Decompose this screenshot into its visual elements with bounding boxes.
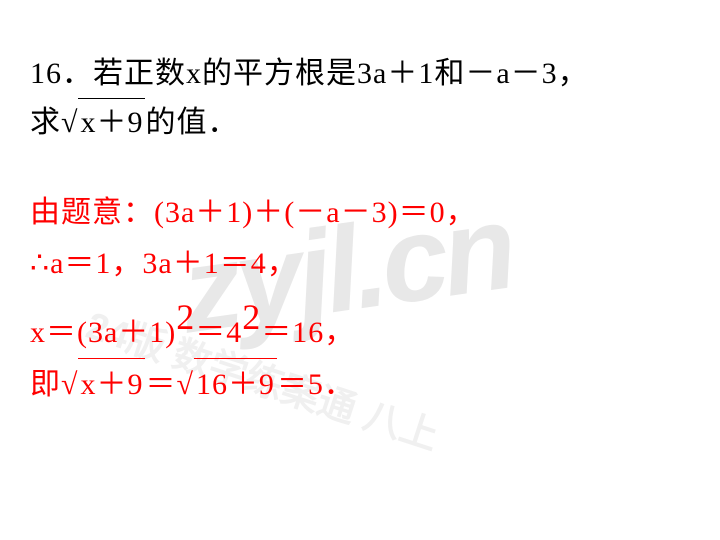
- sol-text-3b: ＝4: [195, 316, 242, 349]
- sol-text-4b: ＝: [145, 368, 176, 401]
- exponent-2: 2: [242, 287, 261, 348]
- gap: [30, 147, 720, 187]
- solution-line-1: 由题意：(3a＋1)＋(－a－3)＝0，: [30, 187, 720, 238]
- sqrt-expression-3: 16＋9: [176, 358, 276, 410]
- sqrt-body-2: x＋9: [78, 358, 145, 410]
- sol-text-2: ∴a＝1，3a＋1＝4，: [30, 247, 298, 280]
- radical-icon: [61, 106, 78, 139]
- solution-line-2: ∴a＝1，3a＋1＝4，: [30, 238, 720, 289]
- problem-text-2b: 的值．: [145, 106, 238, 139]
- problem-number: 16．: [30, 57, 93, 90]
- sol-text-4c: ＝5．: [277, 368, 355, 401]
- slide-content: 16．若正数x的平方根是3a＋1和－a－3， 求x＋9的值． 由题意：(3a＋1…: [30, 50, 720, 410]
- problem-line-2: 求 x＋9的值．: [30, 98, 720, 147]
- radical-icon: [176, 368, 193, 401]
- sqrt-body-3: 16＋9: [194, 358, 277, 410]
- problem-text-1: 若正数x的平方根是3a＋1和－a－3，: [93, 57, 589, 90]
- problem-line-1: 16．若正数x的平方根是3a＋1和－a－3，: [30, 50, 720, 98]
- sol-text-4a: 即: [30, 368, 61, 401]
- solution-line-4: 即 x＋9＝ 16＋9＝5．: [30, 358, 720, 410]
- solution-line-3: x＝(3a＋1)2＝42＝16，: [30, 289, 720, 358]
- radical-icon: [61, 368, 78, 401]
- sqrt-expression-2: x＋9: [61, 358, 145, 410]
- sol-text-1: 由题意：(3a＋1)＋(－a－3)＝0，: [30, 196, 477, 229]
- sqrt-expression-1: x＋9: [61, 98, 145, 147]
- sqrt-body-1: x＋9: [78, 98, 145, 147]
- sol-text-3a: x＝(3a＋1): [30, 316, 176, 349]
- sol-text-3c: ＝16，: [261, 316, 355, 349]
- exponent-1: 2: [176, 287, 195, 348]
- problem-text-2a: 求: [30, 106, 61, 139]
